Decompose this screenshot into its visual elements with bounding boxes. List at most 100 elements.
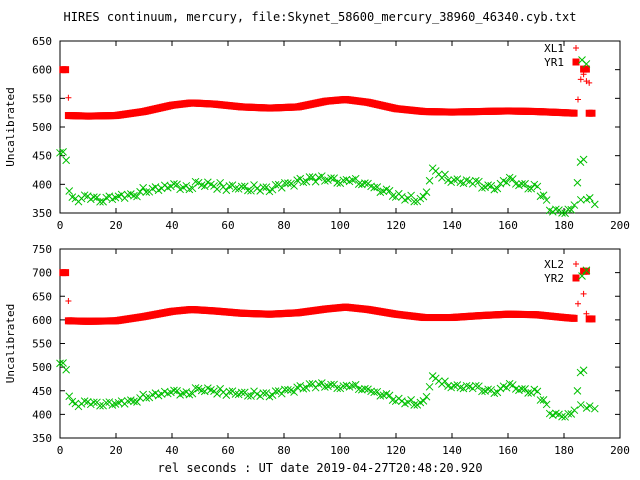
- data-point-cross: [308, 380, 317, 388]
- x-tick-label: 160: [498, 444, 518, 457]
- data-point-cross: [407, 191, 415, 200]
- data-point-cross: [271, 387, 280, 396]
- data-point-cross: [419, 192, 428, 201]
- data-point-cross: [139, 183, 148, 192]
- data-point-cross: [271, 180, 280, 189]
- data-point-cross: [570, 201, 579, 209]
- data-point-cross: [330, 174, 338, 183]
- data-point-cross: [487, 181, 496, 190]
- data-point-cross: [123, 190, 132, 199]
- y-tick-label: 400: [32, 408, 52, 421]
- legend-label: YR2: [544, 272, 564, 285]
- x-tick-label: 140: [442, 219, 462, 232]
- data-point-cross: [370, 388, 379, 397]
- data-point-cross: [579, 155, 588, 164]
- data-point-cross: [478, 387, 486, 396]
- data-point-cross: [305, 173, 314, 181]
- x-tick-label: 80: [277, 444, 290, 457]
- data-point-cross: [425, 382, 434, 391]
- data-point-cross: [96, 197, 104, 206]
- x-tick-label: 120: [386, 444, 406, 457]
- data-point-cross: [578, 56, 586, 64]
- data-point-cross: [521, 385, 529, 393]
- data-point-cross: [65, 187, 74, 195]
- data-point-cross: [428, 372, 437, 380]
- data-point-cross: [62, 156, 71, 165]
- data-point-cross: [441, 377, 449, 386]
- data-point-cross: [524, 389, 533, 397]
- data-point-cross: [585, 194, 594, 202]
- y-tick-label: 450: [32, 150, 52, 163]
- data-point-cross: [284, 179, 292, 188]
- data-point-cross: [225, 182, 234, 190]
- data-point-plus: [586, 79, 593, 86]
- x-tick-label: 200: [610, 444, 630, 457]
- data-point-cross: [539, 191, 548, 200]
- data-point-cross: [576, 401, 585, 409]
- data-point-cross: [493, 388, 502, 397]
- data-point-cross: [123, 397, 132, 405]
- data-point-cross: [373, 183, 382, 191]
- y-tick-label: 550: [32, 338, 52, 351]
- data-point-plus: [580, 290, 587, 297]
- data-point-cross: [287, 179, 295, 188]
- data-point-cross: [142, 394, 151, 402]
- data-point-cross: [527, 184, 536, 193]
- data-point-cross: [259, 183, 268, 192]
- data-point-cross: [96, 401, 104, 410]
- data-point-cross: [422, 392, 431, 401]
- data-point-cross: [579, 366, 588, 375]
- data-point-square: [582, 267, 590, 275]
- y-tick-label: 600: [32, 314, 52, 327]
- data-point-square: [582, 65, 590, 73]
- data-point-cross: [225, 387, 234, 396]
- data-point-cross: [327, 174, 335, 183]
- y-tick-label: 400: [32, 178, 52, 191]
- data-point-cross: [385, 186, 394, 195]
- data-point-cross: [173, 180, 181, 189]
- data-point-cross: [268, 185, 277, 194]
- data-point-cross: [280, 385, 289, 394]
- y-tick-label: 650: [32, 290, 52, 303]
- data-point-cross: [268, 391, 277, 400]
- x-tick-label: 100: [330, 444, 350, 457]
- data-point-cross: [339, 382, 348, 390]
- data-point-cross: [533, 182, 542, 191]
- data-point-cross: [518, 385, 526, 393]
- data-point-cross: [311, 177, 320, 186]
- data-point-cross: [216, 178, 225, 187]
- data-point-cross: [441, 170, 449, 179]
- data-point-cross: [521, 179, 529, 188]
- data-point-cross: [502, 383, 511, 392]
- data-point-cross: [567, 205, 576, 214]
- data-point-cross: [308, 173, 317, 181]
- data-point-cross: [305, 380, 314, 388]
- data-point-cross: [330, 380, 338, 389]
- data-point-cross: [290, 388, 298, 396]
- data-point-cross: [484, 385, 492, 394]
- y-tick-label: 500: [32, 361, 52, 374]
- data-point-cross: [419, 397, 428, 405]
- x-tick-label: 160: [498, 219, 518, 232]
- data-point-cross: [259, 389, 268, 397]
- data-point-square: [588, 315, 596, 323]
- data-point-cross: [59, 359, 67, 367]
- data-point-cross: [373, 387, 382, 396]
- data-point-cross: [582, 266, 591, 275]
- data-point-cross: [173, 386, 181, 395]
- data-point-cross: [570, 406, 579, 415]
- x-tick-label: 0: [57, 444, 64, 457]
- data-point-cross: [471, 381, 480, 390]
- data-point-cross: [237, 388, 246, 397]
- data-point-cross: [321, 177, 329, 185]
- data-point-cross: [471, 176, 480, 185]
- y-tick-label: 500: [32, 121, 52, 134]
- data-point-cross: [317, 379, 326, 387]
- data-point-cross: [99, 197, 107, 206]
- data-point-cross: [422, 188, 431, 196]
- data-point-cross: [302, 177, 311, 186]
- data-point-cross: [351, 380, 360, 389]
- data-point-cross: [351, 174, 360, 183]
- data-point-cross: [425, 176, 434, 185]
